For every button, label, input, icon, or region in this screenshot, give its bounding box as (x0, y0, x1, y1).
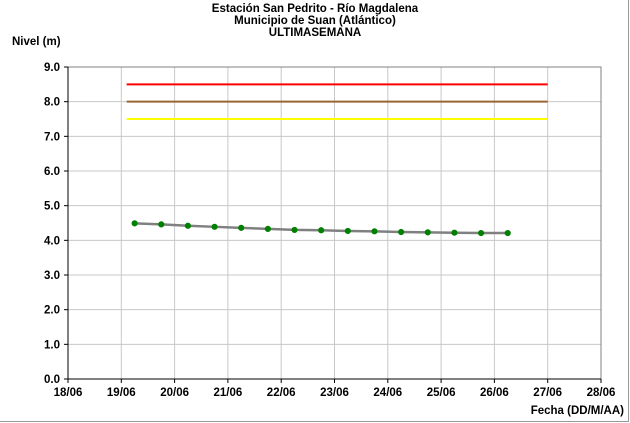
x-tick-label: 19/06 (107, 387, 136, 399)
level-data-point (504, 229, 511, 237)
level-data-point (291, 226, 298, 234)
y-tick-label: 9.0 (44, 62, 60, 74)
y-axis-label: Nivel (m) (12, 36, 61, 48)
level-data-point (158, 221, 165, 228)
level-data-point (451, 229, 458, 236)
level-data-point (264, 225, 271, 232)
level-data-point (477, 229, 485, 237)
level-data-point (184, 222, 192, 229)
x-tick-label: 18/06 (54, 387, 83, 399)
x-tick-label: 22/06 (267, 387, 296, 399)
y-tick-label: 8.0 (44, 97, 60, 109)
x-tick-label: 25/06 (427, 387, 456, 399)
y-tick-label: 1.0 (44, 339, 60, 351)
x-tick-label: 20/06 (160, 387, 189, 399)
chart-title-line-1: Estación San Pedrito - Río Magdalena (211, 3, 419, 15)
x-axis-label: Fecha (DD/M/AA) (530, 405, 624, 417)
level-data-point (371, 228, 378, 235)
level-data-point (424, 229, 431, 236)
chart-title-line-2: Municipio de Suan (Atlántico) (234, 15, 396, 27)
x-tick-label: 28/06 (587, 387, 616, 399)
x-tick-label: 27/06 (533, 387, 562, 399)
level-data-point (344, 227, 351, 235)
level-data-point (211, 223, 218, 230)
y-tick-label: 7.0 (44, 131, 60, 143)
y-tick-label: 2.0 (44, 305, 60, 317)
y-tick-label: 4.0 (44, 235, 60, 247)
level-data-point (318, 227, 325, 234)
level-data-point (398, 228, 405, 236)
chart-title-line-3: ULTIMASEMANA (268, 27, 362, 39)
y-tick-label: 0.0 (44, 374, 60, 386)
y-tick-label: 6.0 (44, 166, 60, 178)
x-tick-label: 26/06 (480, 387, 509, 399)
y-tick-label: 5.0 (44, 201, 60, 213)
x-tick-label: 24/06 (373, 387, 402, 399)
level-data-point (238, 224, 245, 231)
y-tick-label: 3.0 (44, 270, 60, 282)
level-data-point (131, 220, 138, 227)
x-tick-label: 23/06 (320, 387, 349, 399)
x-tick-label: 21/06 (214, 387, 243, 399)
